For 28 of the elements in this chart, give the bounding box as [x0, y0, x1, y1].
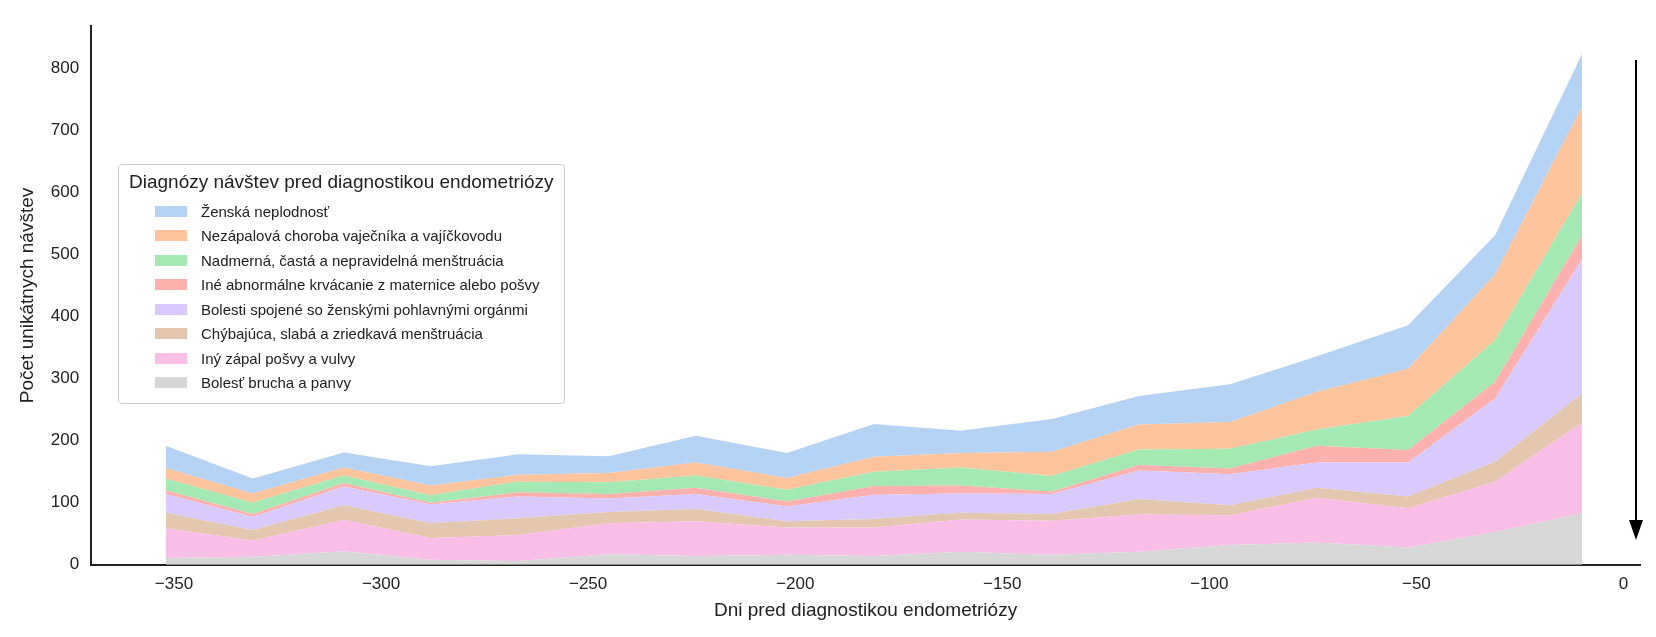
legend-label: Iné abnormálne krvácanie z maternice alebo pošvy	[201, 276, 540, 294]
legend-label: Nadmerná, častá a nepravidelná menštruácia	[201, 251, 504, 269]
legend-label: Ženská neplodnosť	[201, 202, 330, 220]
y-tick-label: 400	[50, 306, 80, 326]
y-tick-label: 700	[50, 120, 80, 140]
y-tick-label: 800	[50, 58, 80, 78]
x-tick-label: −300	[361, 573, 401, 593]
x-tick-label: −350	[154, 573, 194, 593]
x-tick-label: −200	[776, 573, 815, 593]
legend-label: Bolesť brucha a panvy	[201, 374, 351, 392]
x-tick-label: 0	[1618, 573, 1629, 593]
x-tick-label: −250	[568, 573, 608, 593]
y-tick-label: 200	[50, 430, 80, 450]
y-tick-label: 100	[50, 492, 80, 512]
x-tick-label: −100	[1190, 573, 1229, 593]
y-tick-label: 600	[50, 182, 80, 202]
legend-label: Iný zápal pošvy a vulvy	[201, 349, 356, 367]
legend-title: Diagnózy návštev pred diagnostikou endometriózy	[129, 171, 554, 193]
x-tick-label: −150	[983, 573, 1022, 593]
legend-label: Chýbajúca, slabá a zriedkavá menštruácia	[201, 325, 483, 343]
y-axis-title: Počet unikátnych návštev	[15, 187, 37, 404]
y-tick-label: 300	[50, 368, 80, 388]
x-tick-label: −50	[1401, 573, 1431, 593]
y-tick-label: 500	[50, 244, 80, 264]
legend-label: Bolesti spojené so ženskými pohlavnými orgánmi	[201, 300, 528, 318]
x-axis-title: Dni pred diagnostikou endometriózy	[714, 598, 1018, 620]
legend-label: Nezápalová choroba vaječníka a vajíčkovodu	[201, 227, 503, 245]
y-tick-label: 0	[69, 554, 80, 574]
